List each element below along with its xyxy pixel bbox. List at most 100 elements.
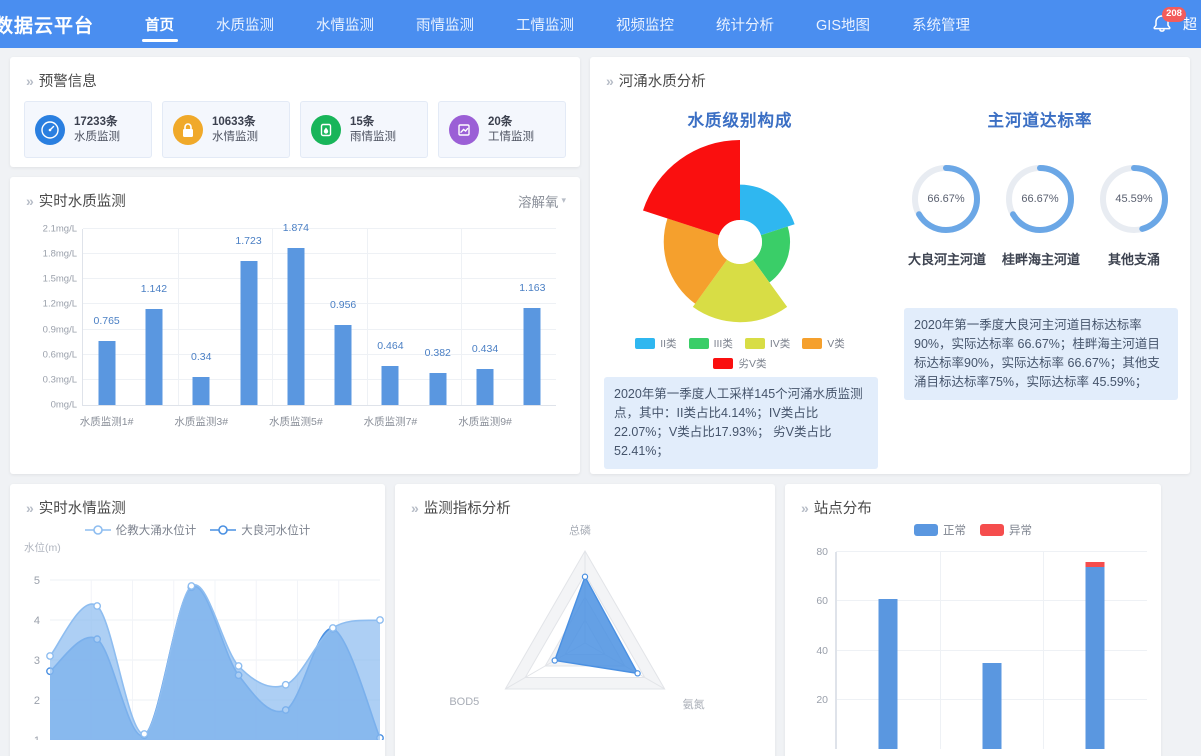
legend-label: 大良河水位计 <box>241 525 311 537</box>
wq-bar[interactable] <box>523 307 541 405</box>
site-vgridline <box>1043 552 1045 749</box>
wq-bar[interactable] <box>145 309 163 405</box>
alert-info-card: » 预警信息 17233条 水质监测 10633条 水情监测 15条 雨情监测 20条 工情监… <box>10 57 580 167</box>
site-bar-正常[interactable] <box>1085 566 1105 749</box>
nav-item-8[interactable]: 系统管理 <box>891 0 991 48</box>
wq-bar[interactable] <box>192 376 210 405</box>
nav-item-7[interactable]: GIS地图 <box>795 0 891 48</box>
wq-ytick-label: 1.8mg/L <box>42 248 77 260</box>
nav-item-4[interactable]: 工情监测 <box>495 0 595 48</box>
wq-bar[interactable] <box>381 366 399 405</box>
gauge-1: 66.67% 桂畔海主河道 <box>1002 161 1080 268</box>
wq-bar-value: 1.874 <box>282 221 309 234</box>
wq-bar[interactable] <box>240 260 258 405</box>
site-vgridline <box>939 552 941 749</box>
rose-slice-0[interactable] <box>740 184 795 236</box>
alert-item-3[interactable]: 20条 工情监测 <box>438 101 566 158</box>
wq-bar[interactable] <box>287 247 305 405</box>
chevron-double-right-icon: » <box>606 72 614 89</box>
alert-item-count: 10633条 <box>212 115 256 128</box>
wl-data-point[interactable] <box>187 582 196 590</box>
wq-ytick-label: 0.3mg/L <box>42 374 77 386</box>
site-legend-item-0[interactable]: 正常 <box>914 522 966 538</box>
realtime-water-quality-card: » 实时水质监测 溶解氧 ▾ 0mg/L 0.3mg/L 0.6mg/L 0.9mg/… <box>10 177 580 474</box>
wq-gridline <box>83 303 556 305</box>
main-channel-compliance-panel: 主河道达标率 66.67% 大良河主河道 66.67% 桂畔海主河道 45.59% 其他支… <box>890 91 1190 469</box>
wq-bar-value: 0.382 <box>424 347 451 359</box>
radar-data-point[interactable] <box>581 573 589 580</box>
alert-items-list: 17233条 水质监测 10633条 水情监测 15条 雨情监测 20条 工情监测 <box>10 91 580 158</box>
site-y-axis <box>836 552 837 749</box>
chevron-double-right-icon: » <box>411 499 419 516</box>
wl-legend-item-0[interactable]: 伦教大涌水位计 <box>84 522 196 538</box>
left-column: » 预警信息 17233条 水质监测 10633条 水情监测 15条 雨情监测 20条 工情监… <box>10 57 580 474</box>
wl-data-point[interactable] <box>140 730 149 738</box>
radar-data-point[interactable] <box>551 657 558 664</box>
rose-legend-item-0[interactable]: II类 <box>635 336 677 351</box>
alert-item-0[interactable]: 17233条 水质监测 <box>24 101 152 158</box>
wq-bar[interactable] <box>429 373 447 405</box>
alert-item-1[interactable]: 10633条 水情监测 <box>162 101 290 158</box>
rose-legend-item-2[interactable]: IV类 <box>744 336 790 351</box>
site-bar-正常[interactable] <box>982 662 1001 749</box>
wq-bar[interactable] <box>476 368 494 405</box>
wq-selector-value: 溶解氧 <box>517 194 559 210</box>
rose-legend-item-1[interactable]: III类 <box>688 336 733 351</box>
legend-label: II类 <box>660 338 677 350</box>
wl-ytick-label: 4 <box>34 615 40 627</box>
gauge-percent: 45.59% <box>1115 193 1153 205</box>
site-bar-正常[interactable] <box>878 598 898 749</box>
nav-item-6[interactable]: 统计分析 <box>695 0 795 48</box>
legend-swatch <box>713 358 734 369</box>
rose-slice-1[interactable] <box>752 226 791 283</box>
rose-legend-item-4[interactable]: 劣V类 <box>713 356 767 371</box>
wl-ytick-label: 5 <box>34 575 40 587</box>
wl-data-point[interactable] <box>376 616 384 624</box>
alert-item-text: 10633条 水情监测 <box>212 115 258 145</box>
wq-ytick-label: 2.1mg/L <box>42 223 77 235</box>
wq-bar[interactable] <box>334 324 352 405</box>
nav-item-0[interactable]: 首页 <box>124 0 195 48</box>
rose-legend-item-3[interactable]: V类 <box>802 336 845 351</box>
wl-data-point[interactable] <box>234 662 243 670</box>
alert-item-2[interactable]: 15条 雨情监测 <box>300 101 428 158</box>
nav-item-2[interactable]: 水情监测 <box>295 0 395 48</box>
nav-item-3[interactable]: 雨情监测 <box>395 0 495 48</box>
rose-center-hole <box>718 220 762 264</box>
username-label[interactable]: 超 <box>1183 16 1197 32</box>
site-ytick-label: 60 <box>816 595 828 608</box>
wl-ytick-label: 1 <box>34 735 40 740</box>
radar-svg <box>504 550 666 690</box>
site-ytick-label: 80 <box>816 546 828 558</box>
site-legend-item-1[interactable]: 异常 <box>980 522 1032 538</box>
wq-bar[interactable] <box>98 340 116 405</box>
wl-legend-item-1[interactable]: 大良河水位计 <box>210 522 310 538</box>
wl-data-point[interactable] <box>281 680 290 689</box>
rose-slice-2[interactable] <box>692 259 788 323</box>
legend-label: 正常 <box>943 525 966 537</box>
wq-indicator-selector[interactable]: 溶解氧 ▾ <box>518 191 566 211</box>
notification-bell-button[interactable]: 208 <box>1147 7 1186 39</box>
wq-xtick-label: 水质监测3# <box>174 416 229 428</box>
wl-data-point[interactable] <box>328 624 337 632</box>
wq-ytick-label: 0.9mg/L <box>42 324 77 336</box>
site-ytick-label: 40 <box>816 644 828 657</box>
wl-data-point[interactable] <box>46 652 54 660</box>
gauge-2: 45.59% 其他支涌 <box>1096 161 1172 268</box>
rose-slice-4[interactable] <box>642 140 740 236</box>
nav-right-area: 208 超 <box>1147 0 1197 48</box>
radar-data-point[interactable] <box>634 670 641 677</box>
wl-data-point[interactable] <box>93 602 102 610</box>
radar-axis-label-2: BOD5 <box>449 696 480 708</box>
gauge-chart-title: 主河道达标率 <box>987 112 1093 130</box>
gauge-ring: 66.67% <box>908 161 984 237</box>
nav-item-5[interactable]: 视频监控 <box>595 0 695 48</box>
legend-label: 劣V类 <box>738 358 767 370</box>
nav-item-label: 系统管理 <box>912 17 970 34</box>
rose-slice-3[interactable] <box>663 218 728 304</box>
alert-item-text: 20条 工情监测 <box>488 115 534 145</box>
site-bar-异常[interactable] <box>1085 561 1105 567</box>
nav-item-1[interactable]: 水质监测 <box>195 0 295 48</box>
wq-vgridline <box>461 229 463 405</box>
droplet-icon <box>311 114 341 145</box>
